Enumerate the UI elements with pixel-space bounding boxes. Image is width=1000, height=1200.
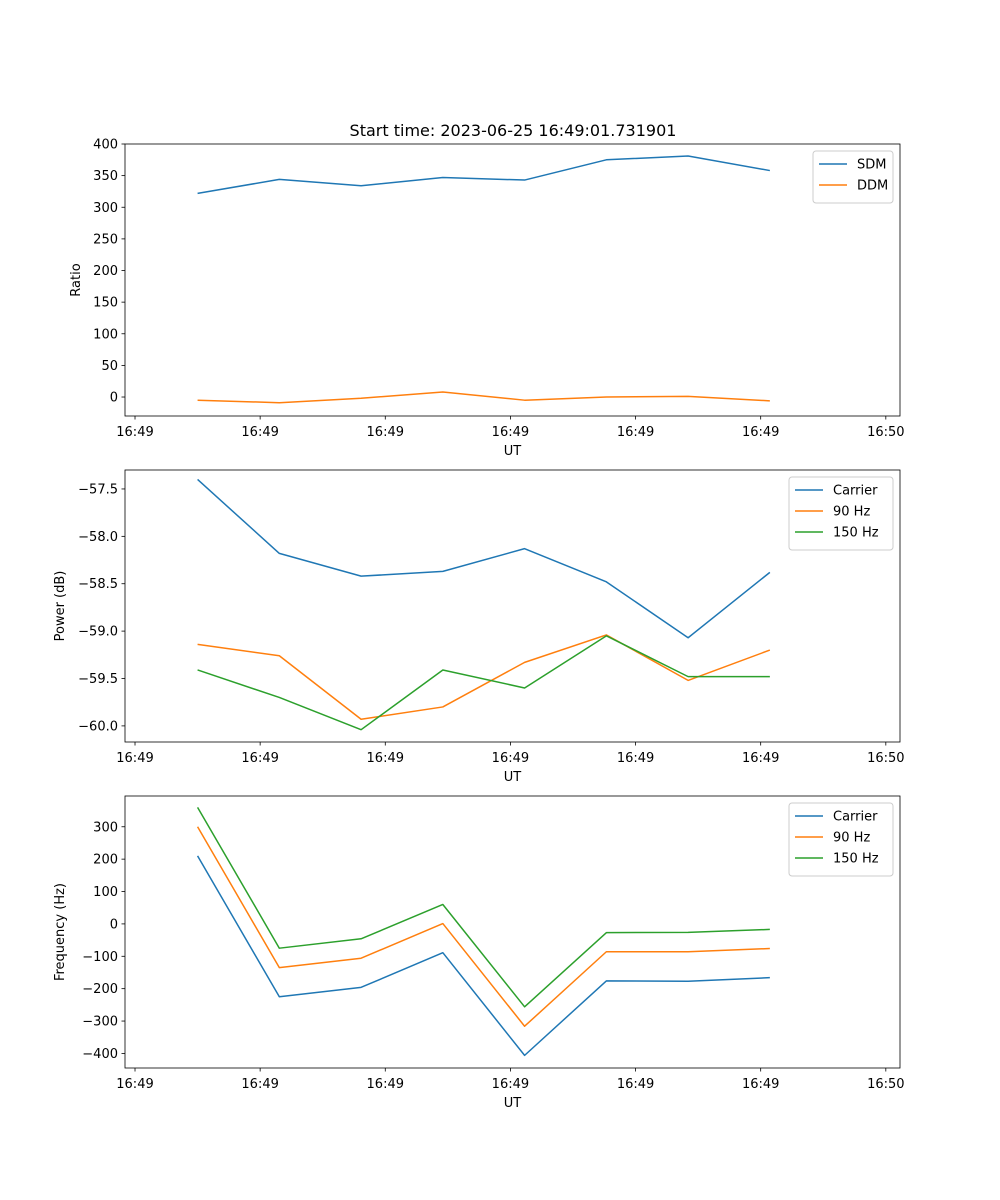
y-tick-label: 300: [93, 820, 118, 835]
y-axis-label: Ratio: [69, 263, 84, 296]
y-tick-label: 400: [93, 138, 118, 153]
y-tick-label: −400: [82, 1047, 118, 1062]
y-tick-label: 350: [93, 169, 118, 184]
y-tick-label: 300: [93, 201, 118, 216]
legend: Carrier 90 Hz 150 Hz: [788, 476, 894, 551]
y-tick-label: 100: [93, 327, 118, 342]
legend-label: Carrier: [833, 810, 878, 825]
y-tick-label: 250: [93, 232, 118, 247]
x-tick-label: 16:49: [241, 1077, 278, 1092]
x-tick-label: 16:49: [492, 751, 529, 766]
x-tick-label: 16:49: [617, 425, 654, 440]
x-tick-label: 16:49: [742, 751, 779, 766]
legend-label: 150 Hz: [833, 852, 879, 867]
y-tick-label: 50: [101, 359, 118, 374]
legend-label: SDM: [857, 158, 886, 173]
x-tick-label: 16:50: [867, 751, 904, 766]
x-tick-label: 16:49: [492, 425, 529, 440]
y-tick-label: −58.0: [78, 530, 118, 545]
chart-panel-1: 16:49 16:49 16:49 16:49 16:49 16:49 16:50 0 50 10…: [69, 138, 905, 460]
y-tick-label: −59.0: [78, 625, 118, 640]
series-line-sdm: [197, 155, 770, 195]
y-tick-label: −60.0: [78, 719, 118, 734]
chart-panel-3: 16:49 16:49 16:49 16:49 16:49 16:49 16:50 −400 −…: [53, 795, 905, 1111]
y-axis-label: Power (dB): [53, 571, 68, 642]
y-tick-label: 200: [93, 264, 118, 279]
x-tick-label: 16:49: [492, 1077, 529, 1092]
legend-label: Carrier: [833, 484, 878, 499]
series-line-carrier: [197, 478, 771, 639]
legend-label: 90 Hz: [833, 505, 870, 520]
y-tick-label: −100: [82, 950, 118, 965]
y-tick-label: −300: [82, 1015, 118, 1030]
y-tick-label: 0: [110, 917, 118, 932]
legend-label: DDM: [857, 179, 888, 194]
legend-label: 90 Hz: [833, 831, 870, 846]
legend: Carrier 90 Hz 150 Hz: [788, 802, 894, 877]
x-tick-label: 16:50: [867, 425, 904, 440]
y-tick-label: 150: [93, 296, 118, 311]
x-tick-label: 16:49: [241, 751, 278, 766]
axes-frame: [124, 469, 901, 743]
x-axis-label: UT: [504, 1096, 522, 1111]
legend: SDM DDM: [812, 150, 894, 204]
y-tick-label: 100: [93, 885, 118, 900]
x-tick-label: 16:49: [116, 1077, 153, 1092]
x-tick-label: 16:49: [367, 751, 404, 766]
x-tick-label: 16:49: [241, 425, 278, 440]
x-tick-label: 16:49: [742, 1077, 779, 1092]
x-tick-label: 16:49: [367, 425, 404, 440]
x-tick-label: 16:49: [367, 1077, 404, 1092]
chart-panel-2: 16:49 16:49 16:49 16:49 16:49 16:49 16:50 −60.0…: [53, 469, 905, 785]
x-tick-label: 16:49: [116, 425, 153, 440]
x-tick-label: 16:49: [617, 751, 654, 766]
series-line-ddm: [197, 391, 770, 404]
series-line-90-hz: [197, 634, 771, 720]
legend-label: 150 Hz: [833, 526, 879, 541]
x-tick-label: 16:49: [116, 751, 153, 766]
y-tick-label: −57.5: [78, 482, 118, 497]
axes-frame: [124, 795, 901, 1069]
x-axis-label: UT: [504, 444, 522, 459]
y-tick-label: −59.5: [78, 672, 118, 687]
y-axis-label: Frequency (Hz): [53, 883, 68, 981]
y-tick-label: 0: [110, 391, 118, 406]
x-axis-label: UT: [504, 770, 522, 785]
figure-title: Start time: 2023-06-25 16:49:01.731901: [350, 121, 677, 140]
series-line-150-hz: [196, 806, 770, 1008]
axes-frame: [124, 143, 901, 417]
x-tick-label: 16:50: [867, 1077, 904, 1092]
series-line-90-hz: [196, 826, 770, 1027]
series-line-150-hz: [197, 635, 770, 731]
y-tick-label: −58.5: [78, 577, 118, 592]
x-tick-label: 16:49: [617, 1077, 654, 1092]
y-tick-label: 200: [93, 853, 118, 868]
x-tick-label: 16:49: [742, 425, 779, 440]
series-line-carrier: [196, 855, 770, 1057]
y-tick-label: −200: [82, 982, 118, 997]
